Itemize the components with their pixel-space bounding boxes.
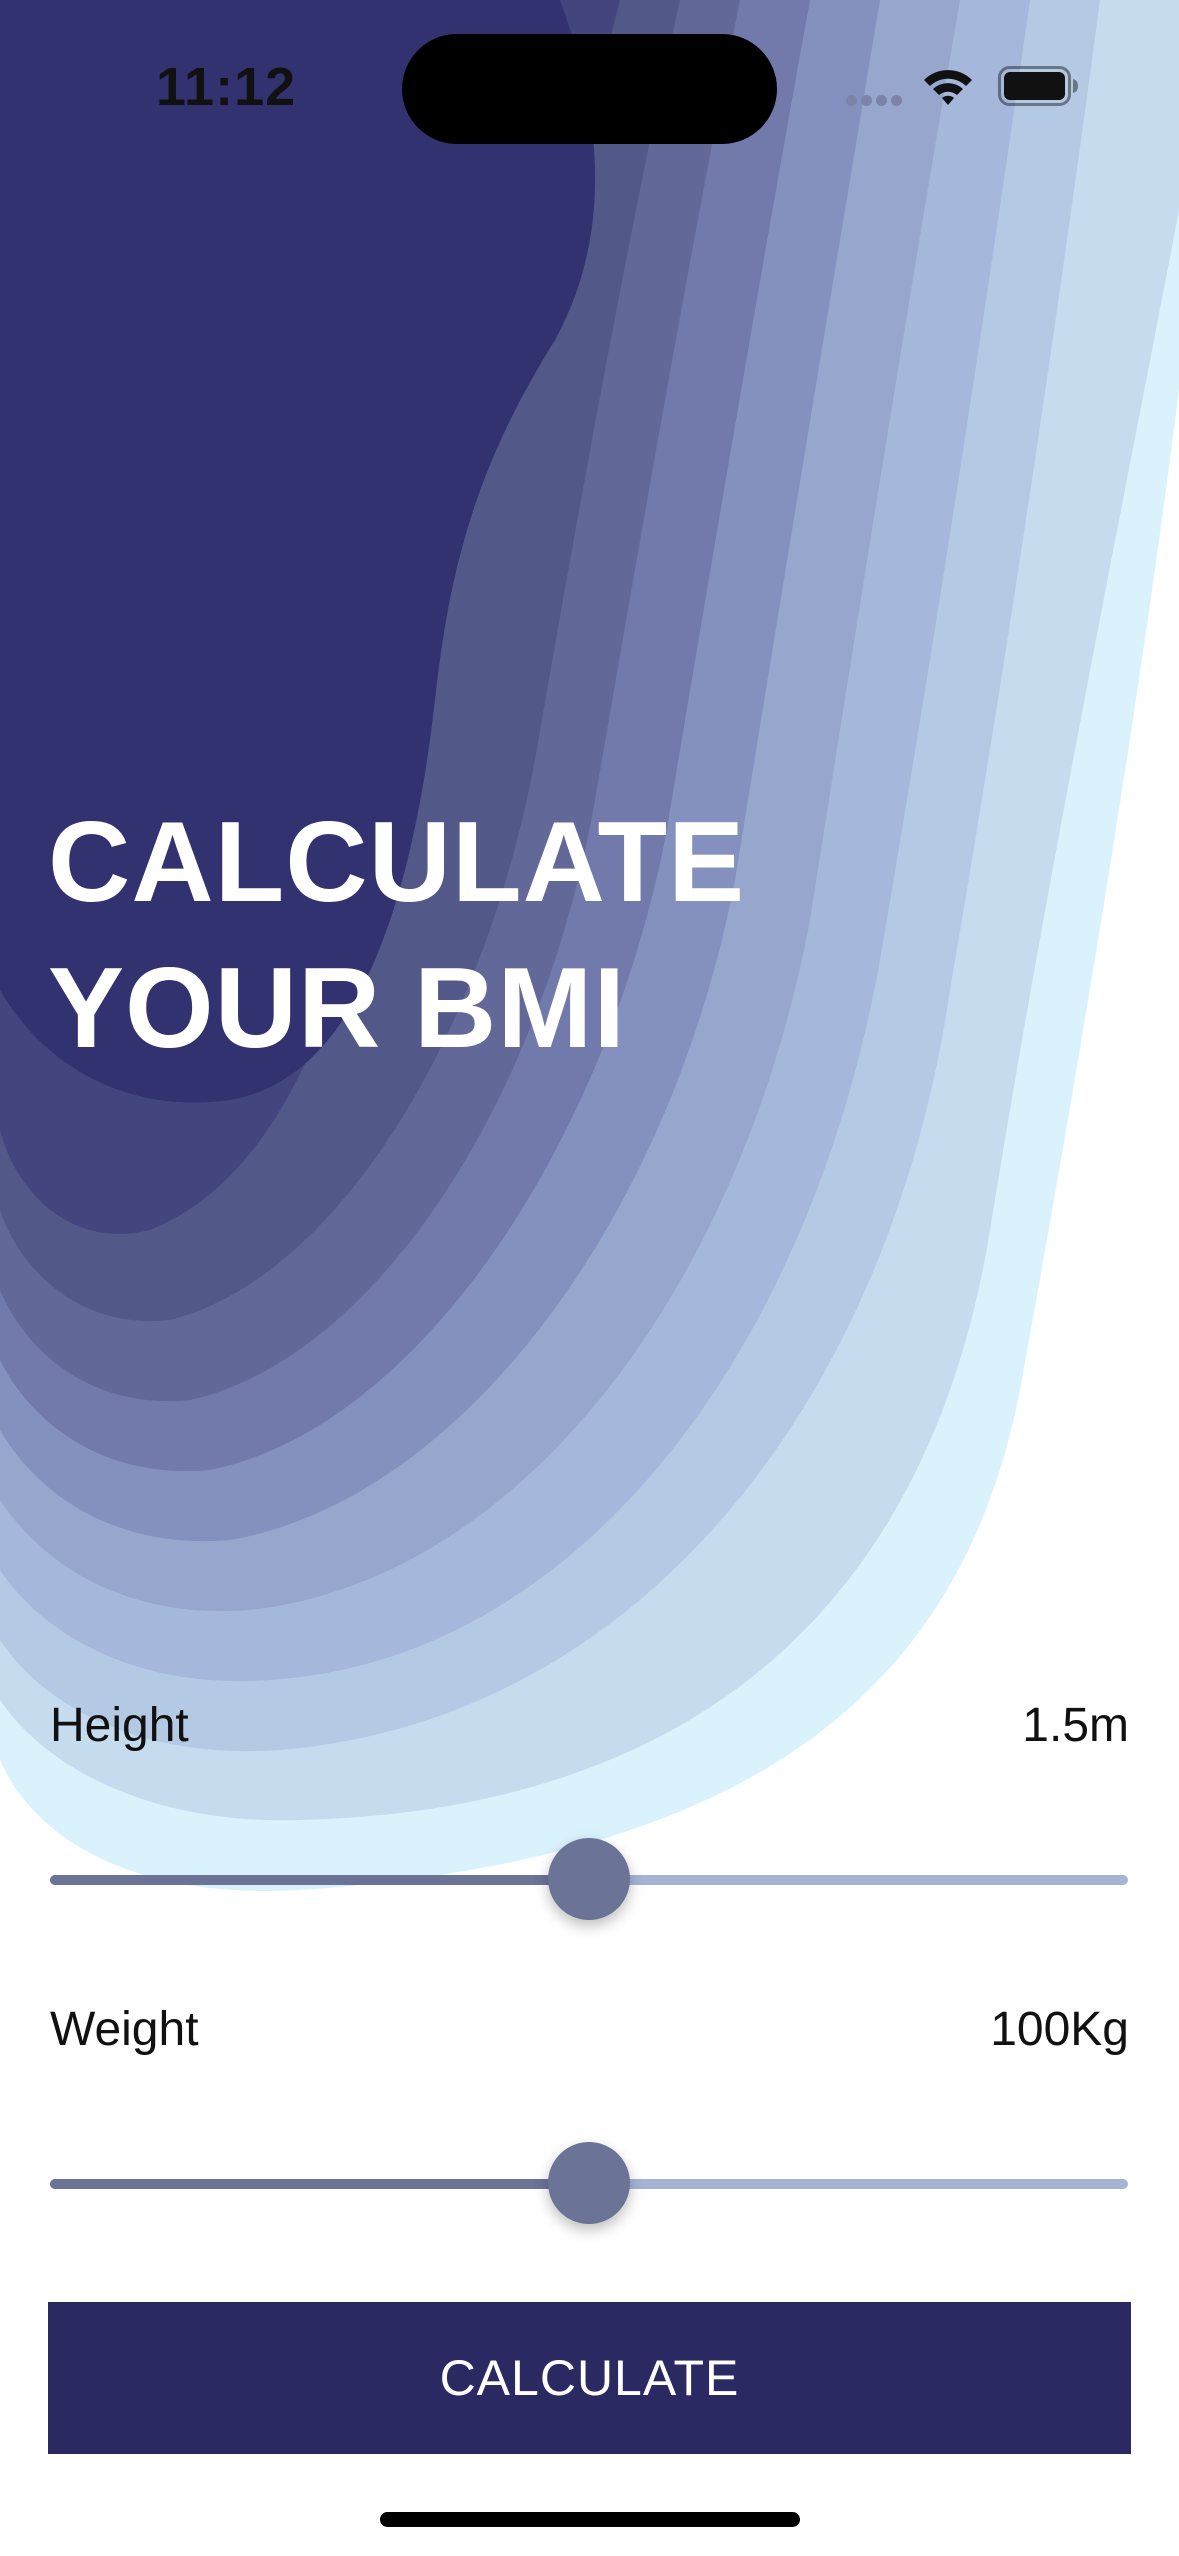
- height-slider-thumb[interactable]: [548, 1838, 630, 1920]
- status-time: 11:12: [156, 57, 297, 117]
- title-line-2: YOUR BMI: [48, 945, 626, 1072]
- weight-slider[interactable]: [50, 2142, 1128, 2226]
- weight-label: Weight: [50, 2003, 199, 2056]
- calculate-button[interactable]: CALCULATE: [48, 2302, 1131, 2454]
- weight-slider-fill: [50, 2179, 589, 2189]
- page-title: CALCULATE YOUR BMI: [48, 790, 745, 1082]
- height-slider[interactable]: [50, 1838, 1128, 1922]
- weight-value: 100Kg: [990, 2003, 1129, 2056]
- height-value: 1.5m: [1022, 1699, 1129, 1752]
- weight-slider-thumb[interactable]: [548, 2142, 630, 2224]
- home-indicator[interactable]: [380, 2512, 800, 2527]
- signal-dots-icon: [846, 93, 906, 107]
- dynamic-island: [402, 34, 777, 144]
- height-slider-fill: [50, 1875, 589, 1885]
- wifi-icon: [924, 70, 972, 105]
- title-line-1: CALCULATE: [48, 799, 746, 926]
- battery-icon: [998, 66, 1078, 106]
- height-label: Height: [50, 1699, 189, 1752]
